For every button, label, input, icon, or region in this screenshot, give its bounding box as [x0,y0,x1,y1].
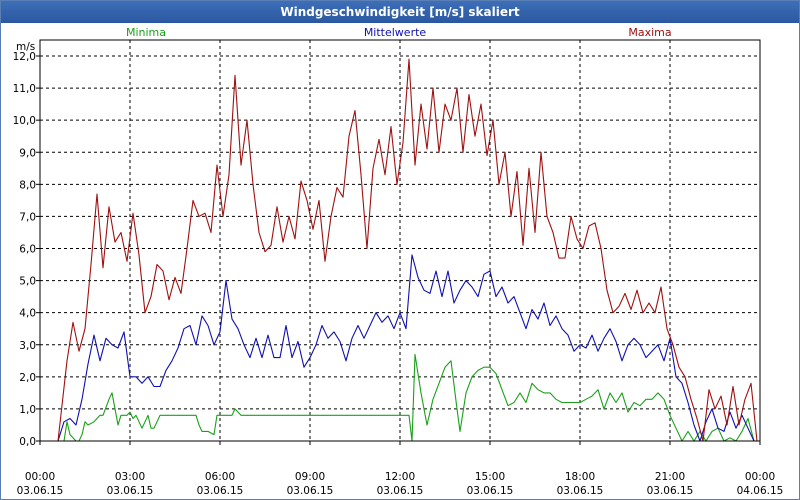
x-tick-time: 03:00 [115,471,145,483]
y-axis-unit: m/s [16,41,35,53]
x-tick-date: 03.06.15 [647,485,694,497]
legend-mittelwerte: Mittelwerte [364,26,427,39]
legend-maxima: Maxima [628,26,671,39]
x-tick-date: 03.06.15 [377,485,424,497]
x-tick-time: 18:00 [565,471,595,483]
x-tick-time: 00:00 [745,471,775,483]
x-tick-date: 04.06.15 [737,485,784,497]
x-tick-date: 03.06.15 [197,485,244,497]
y-tick-label: 5,0 [19,276,36,288]
y-tick-label: 2,0 [19,372,36,384]
x-tick-time: 15:00 [475,471,505,483]
legend-minima: Minima [126,26,166,39]
y-tick-label: 10,0 [13,115,36,127]
y-tick-label: 4,0 [19,308,36,320]
x-tick-time: 00:00 [25,471,55,483]
y-tick-label: 8,0 [19,179,36,191]
x-tick-date: 03.06.15 [287,485,334,497]
y-tick-label: 9,0 [19,147,36,159]
y-tick-label: 11,0 [13,83,36,95]
series-line-maxima [40,58,760,442]
y-tick-label: 12,0 [13,51,36,63]
x-tick-time: 21:00 [655,471,685,483]
series-line-minima [40,353,760,442]
x-tick-time: 06:00 [205,471,235,483]
series-line-mittelwerte [40,254,760,442]
y-tick-label: 0,0 [19,436,36,448]
x-tick-time: 09:00 [295,471,325,483]
y-tick-label: 6,0 [19,244,36,256]
plot-frame [39,39,761,442]
x-tick-date: 03.06.15 [467,485,514,497]
x-tick-date: 03.06.15 [17,485,64,497]
chart-title: Windgeschwindigkeit [m/s] skaliert [1,1,799,23]
x-tick-time: 12:00 [385,471,415,483]
x-tick-date: 03.06.15 [107,485,154,497]
y-tick-label: 7,0 [19,211,36,223]
y-tick-label: 1,0 [19,404,36,416]
x-tick-date: 03.06.15 [557,485,604,497]
y-tick-label: 3,0 [19,340,36,352]
